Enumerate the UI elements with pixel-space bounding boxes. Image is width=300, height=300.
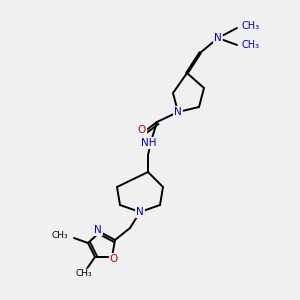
- Text: O: O: [138, 125, 146, 135]
- Text: CH₃: CH₃: [51, 232, 68, 241]
- Text: N: N: [214, 33, 222, 43]
- Text: N: N: [136, 207, 144, 217]
- Text: O: O: [110, 254, 118, 264]
- Text: N: N: [94, 225, 102, 235]
- Text: NH: NH: [141, 138, 157, 148]
- Text: CH₃: CH₃: [242, 40, 260, 50]
- Text: N: N: [174, 107, 182, 117]
- Text: CH₃: CH₃: [76, 269, 92, 278]
- Text: CH₃: CH₃: [242, 21, 260, 31]
